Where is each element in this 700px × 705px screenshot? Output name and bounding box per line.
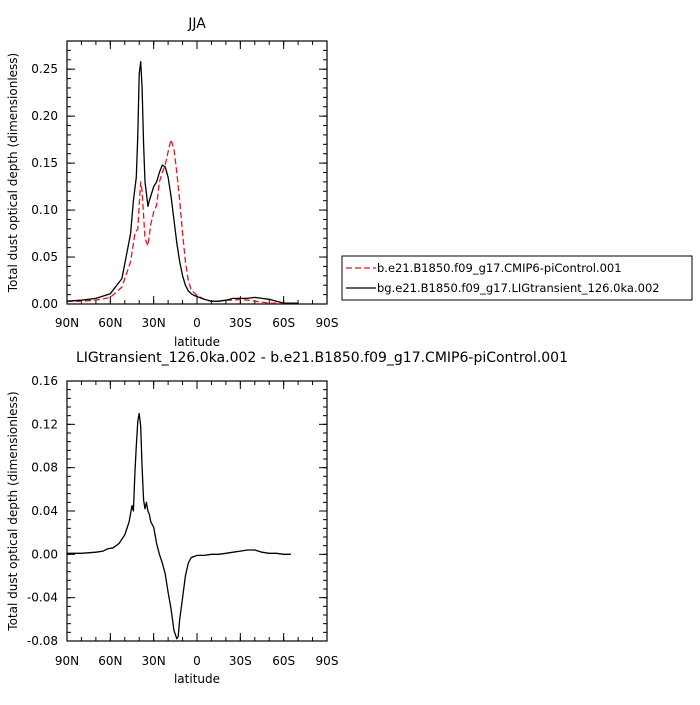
plot-frame (66, 380, 328, 642)
x-tick-label: 90S (316, 316, 339, 330)
y-tick-label: -0.08 (27, 634, 58, 648)
x-tick-label: 0 (193, 654, 201, 668)
y-tick-label: 0.00 (31, 547, 58, 561)
y-tick-label: 0.08 (31, 461, 58, 475)
y-tick-label: 0.12 (31, 417, 58, 431)
x-tick-label: 60N (98, 654, 122, 668)
series-line-1 (67, 412, 291, 640)
legend-label-1: b.e21.B1850.f09_g17.CMIP6-piControl.001 (377, 261, 622, 275)
x-axis-label: latitude (174, 335, 220, 349)
x-tick-label: 30S (229, 654, 252, 668)
series-line-1 (67, 138, 299, 304)
chart-title: LIGtransient_126.0ka.002 - b.e21.B1850.f… (76, 350, 568, 366)
x-tick-label: 30N (142, 654, 166, 668)
y-tick-label: 0.04 (31, 504, 58, 518)
x-tick-label: 30S (229, 316, 252, 330)
y-tick-label: 0.25 (31, 62, 58, 76)
x-tick-label: 0 (193, 316, 201, 330)
y-tick-label: 0.20 (31, 109, 58, 123)
x-axis-label: latitude (174, 672, 220, 686)
x-tick-label: 30N (142, 316, 166, 330)
series-line-2 (66, 61, 299, 304)
y-tick-label: 0.15 (31, 156, 58, 170)
legend: b.e21.B1850.f09_g17.CMIP6-piControl.001b… (341, 255, 693, 301)
x-tick-label: 60N (98, 316, 122, 330)
chart-title: JJA (187, 16, 206, 32)
x-tick-label: 90S (316, 654, 339, 668)
y-axis-label: Total dust optical depth (dimensionless) (6, 53, 20, 293)
x-tick-label: 90N (55, 654, 79, 668)
legend-box (341, 255, 693, 301)
y-tick-label: 0.00 (31, 297, 58, 311)
y-axis-label: Total dust optical depth (dimensionless) (6, 391, 20, 631)
chart-panel-2: 90N 60N 30N 0 30S 60S 90S -0.08 -0.04 0.00 0.04 0.0… (6, 350, 568, 686)
x-tick-label: 90N (55, 316, 79, 330)
y-tick-label: 0.16 (31, 374, 58, 388)
y-tick-label: -0.04 (27, 591, 58, 605)
x-tick-label: 60S (272, 316, 295, 330)
x-tick-label: 60S (272, 654, 295, 668)
legend-label-2: bg.e21.B1850.f09_g17.LIGtransient_126.0k… (377, 281, 660, 295)
y-tick-label: 0.10 (31, 203, 58, 217)
chart-panel-1: 90N 60N 30N 0 30S 60S 90S 0.00 0.05 0.10 0.15 0.20 0… (6, 16, 338, 349)
plot-frame (66, 40, 328, 305)
y-tick-label: 0.05 (31, 250, 58, 264)
